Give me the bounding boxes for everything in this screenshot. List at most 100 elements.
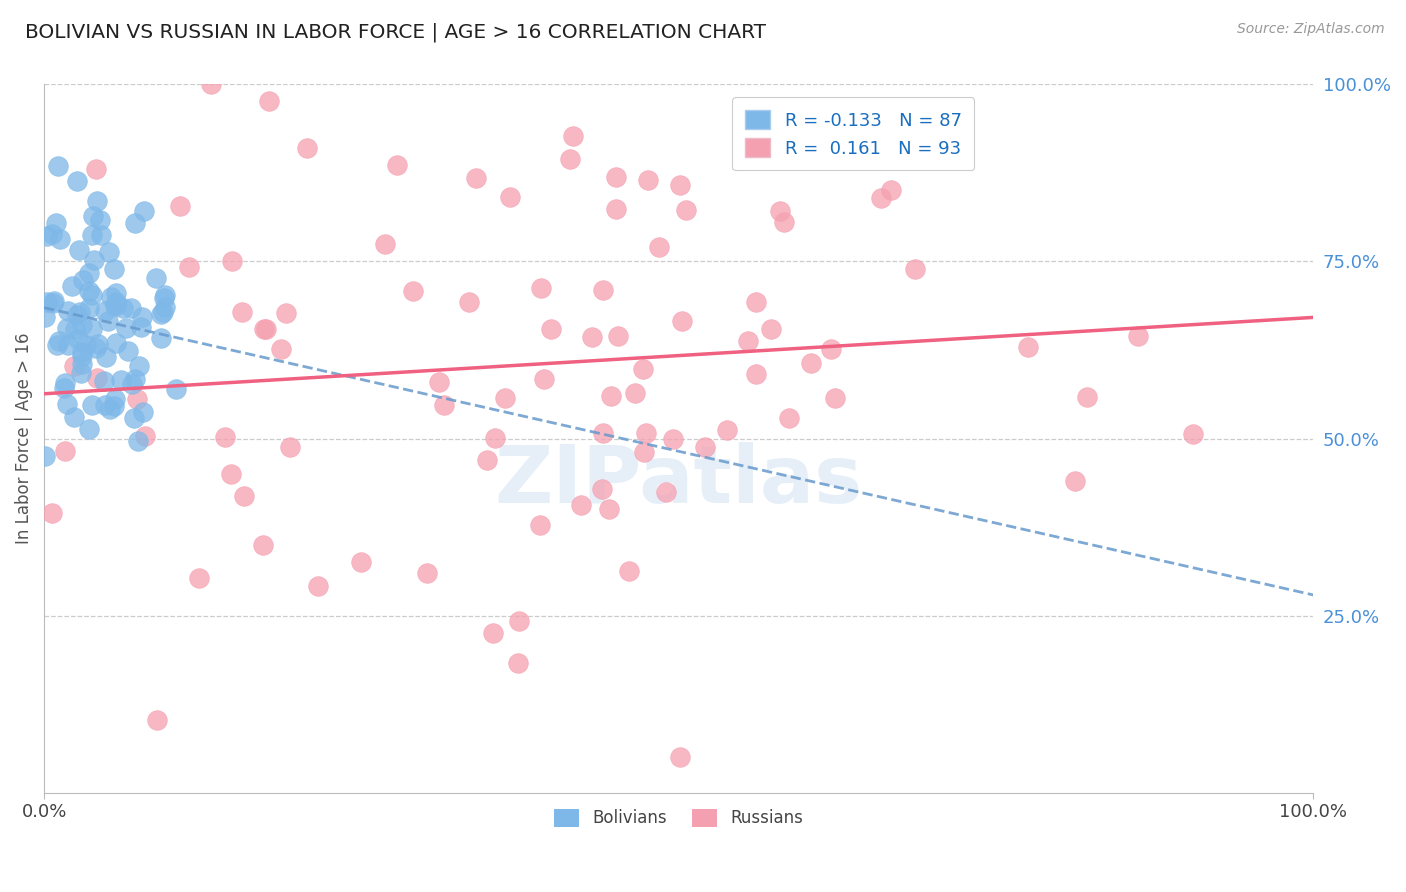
Point <box>231 305 253 319</box>
Point <box>41 296 63 310</box>
Point <box>129 320 152 334</box>
Point <box>98 402 121 417</box>
Point <box>121 376 143 391</box>
Point <box>58 338 80 352</box>
Point <box>387 158 409 172</box>
Point <box>89 213 111 227</box>
Point <box>34 310 56 324</box>
Point <box>374 236 396 251</box>
Point <box>914 132 936 146</box>
Point <box>104 336 127 351</box>
Point <box>46 338 69 352</box>
Point <box>416 566 439 580</box>
Point <box>592 426 614 441</box>
Point <box>648 240 671 254</box>
Point <box>482 626 505 640</box>
Point <box>104 295 127 310</box>
Point <box>1017 340 1039 354</box>
Point <box>103 399 125 413</box>
Point <box>37 295 59 310</box>
Point <box>540 322 562 336</box>
Point <box>103 262 125 277</box>
Point <box>591 482 613 496</box>
Point <box>800 356 823 370</box>
Point <box>232 489 254 503</box>
Point <box>124 372 146 386</box>
Point <box>77 284 100 298</box>
Point <box>669 750 692 764</box>
Point <box>127 392 149 407</box>
Point <box>41 506 63 520</box>
Point <box>45 216 67 230</box>
Point <box>655 484 678 499</box>
Point <box>278 441 301 455</box>
Point <box>778 411 800 425</box>
Point <box>508 614 530 628</box>
Point <box>617 564 640 578</box>
Point <box>70 345 93 359</box>
Point <box>44 293 66 308</box>
Point <box>637 172 659 186</box>
Point <box>605 169 627 184</box>
Point <box>484 432 506 446</box>
Point <box>402 284 425 298</box>
Point <box>79 267 101 281</box>
Point <box>82 398 104 412</box>
Point <box>716 424 738 438</box>
Point <box>562 129 585 144</box>
Point <box>128 359 150 373</box>
Point <box>90 228 112 243</box>
Text: BOLIVIAN VS RUSSIAN IN LABOR FORCE | AGE > 16 CORRELATION CHART: BOLIVIAN VS RUSSIAN IN LABOR FORCE | AGE… <box>25 22 766 42</box>
Point <box>838 129 860 144</box>
Point <box>880 183 903 197</box>
Point <box>77 301 100 315</box>
Point <box>53 381 76 395</box>
Point <box>60 279 83 293</box>
Point <box>53 376 76 390</box>
Point <box>624 385 647 400</box>
Point <box>131 310 153 324</box>
Point <box>104 299 127 313</box>
Point <box>94 303 117 318</box>
Point <box>46 159 69 173</box>
Point <box>530 281 553 295</box>
Point <box>117 344 139 359</box>
Point <box>134 429 156 443</box>
Point <box>84 341 107 355</box>
Point <box>529 518 551 533</box>
Point <box>494 392 516 406</box>
Point <box>737 334 759 348</box>
Point <box>1182 426 1205 441</box>
Point <box>598 501 620 516</box>
Point <box>56 396 79 410</box>
Point <box>94 398 117 412</box>
Point <box>634 425 657 440</box>
Point <box>820 342 842 356</box>
Point <box>63 322 86 336</box>
Point <box>93 375 115 389</box>
Point <box>870 190 893 204</box>
Point <box>86 371 108 385</box>
Point <box>307 579 329 593</box>
Point <box>83 252 105 267</box>
Point <box>745 367 768 381</box>
Point <box>124 216 146 230</box>
Point <box>475 453 498 467</box>
Point <box>66 308 89 322</box>
Point <box>35 229 58 244</box>
Point <box>499 189 522 203</box>
Point <box>433 398 456 412</box>
Point <box>41 227 63 241</box>
Point <box>86 194 108 208</box>
Point <box>177 260 200 274</box>
Point <box>48 334 70 348</box>
Y-axis label: In Labor Force | Age > 16: In Labor Force | Age > 16 <box>15 333 32 544</box>
Point <box>465 171 488 186</box>
Point <box>122 411 145 425</box>
Point <box>72 349 94 363</box>
Point <box>188 571 211 585</box>
Point <box>104 392 127 407</box>
Point <box>1064 474 1087 488</box>
Point <box>34 449 56 463</box>
Point <box>427 375 450 389</box>
